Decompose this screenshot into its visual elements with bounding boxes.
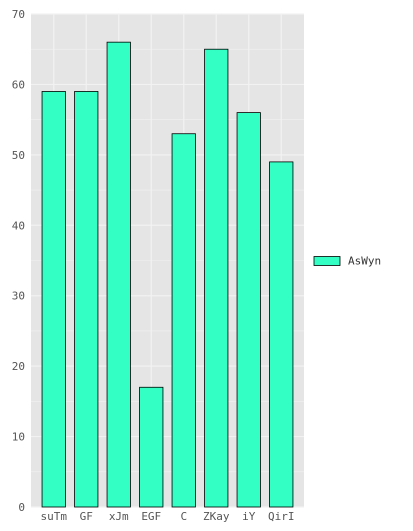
bar-ZKay xyxy=(204,48,229,508)
y-tick-label: 10 xyxy=(12,431,25,444)
bars xyxy=(41,41,294,508)
y-tick-label: 50 xyxy=(12,149,25,162)
x-tick-label: EGF xyxy=(141,510,161,523)
y-tick-label: 40 xyxy=(12,219,25,232)
x-tick-label: iY xyxy=(242,510,256,523)
y-axis-ticks: 0 10 20 30 40 50 60 70 xyxy=(12,8,25,514)
bar-QirI xyxy=(269,161,294,508)
y-tick-label: 20 xyxy=(12,360,25,373)
y-tick-label: 0 xyxy=(18,501,25,514)
bar-xJm xyxy=(106,41,131,508)
bar-C xyxy=(171,133,196,508)
bar-GF xyxy=(74,91,99,508)
x-tick-label: ZKay xyxy=(203,510,230,523)
y-tick-label: 30 xyxy=(12,290,25,303)
y-tick-label: 70 xyxy=(12,8,25,21)
bar-EGF xyxy=(139,386,164,508)
x-tick-label: C xyxy=(180,510,187,523)
x-tick-label: suTm xyxy=(41,510,68,523)
y-tick-label: 60 xyxy=(12,78,25,91)
x-axis-ticks: suTm GF xJm EGF C ZKay iY QirI xyxy=(41,510,295,523)
bar-iY xyxy=(236,112,261,508)
bar-suTm xyxy=(41,91,66,508)
x-tick-label: QirI xyxy=(268,510,295,523)
x-tick-label: GF xyxy=(80,510,93,523)
x-tick-label: xJm xyxy=(109,510,129,523)
legend: AsWyn xyxy=(313,255,381,268)
legend-swatch xyxy=(313,256,341,266)
legend-label: AsWyn xyxy=(348,255,381,268)
